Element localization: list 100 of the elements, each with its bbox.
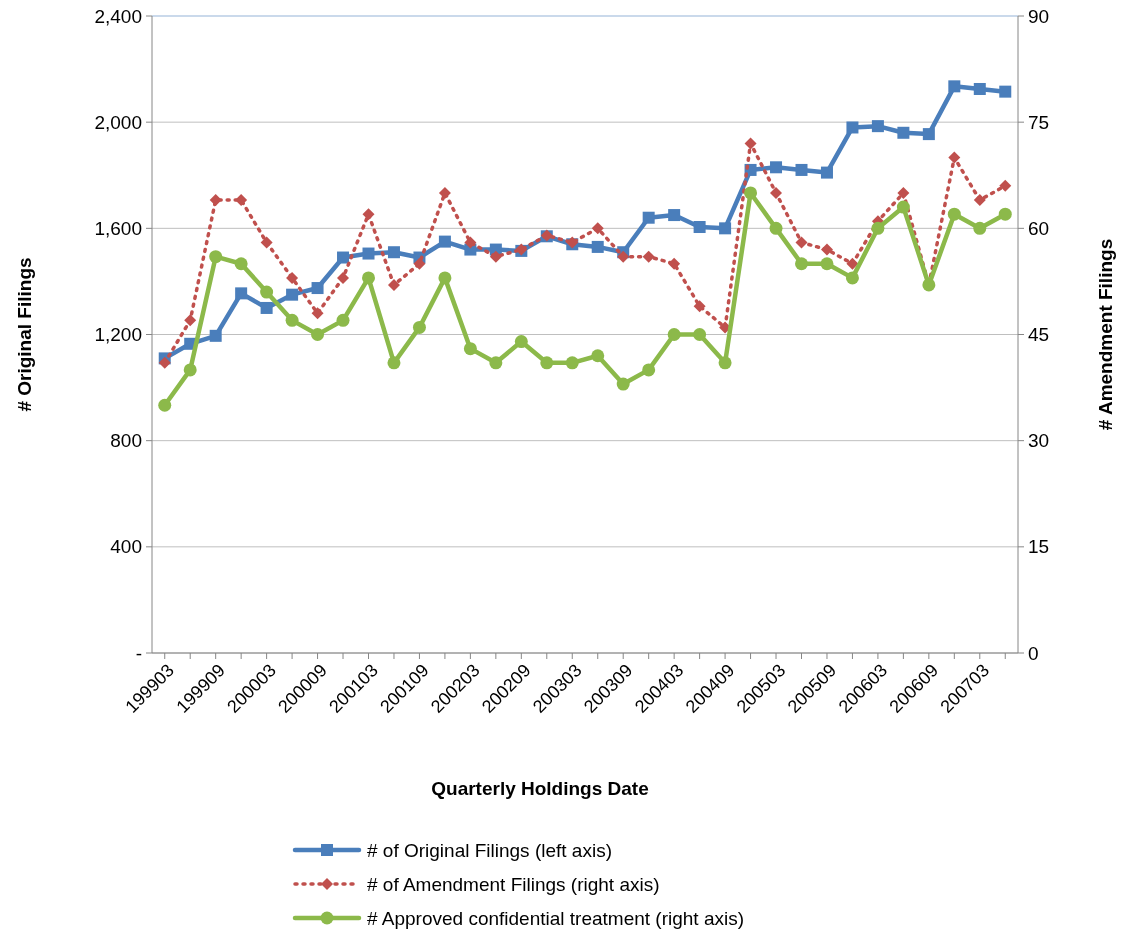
- point: [260, 285, 274, 299]
- point: [820, 166, 833, 179]
- point: [668, 257, 681, 270]
- point: [718, 356, 732, 370]
- point: [463, 342, 477, 356]
- point: [311, 328, 325, 341]
- y2-axis-title: # Amendment Filings: [1094, 238, 1116, 431]
- point: [744, 137, 757, 150]
- point: [209, 250, 223, 264]
- point: [897, 126, 910, 139]
- point: [973, 82, 986, 95]
- point: [999, 85, 1012, 98]
- point: [158, 356, 171, 369]
- point: [591, 222, 604, 235]
- point: [667, 328, 681, 341]
- point: [820, 257, 834, 271]
- point: [846, 121, 859, 134]
- point: [362, 247, 375, 260]
- y-tick-label: -: [135, 642, 142, 664]
- point: [438, 271, 452, 285]
- point: [719, 222, 732, 235]
- y2-tick-label: 90: [1028, 5, 1050, 27]
- point: [514, 335, 528, 349]
- point: [438, 186, 451, 199]
- y-tick-label: 400: [110, 536, 142, 558]
- point: [922, 128, 935, 141]
- point: [286, 288, 299, 301]
- point: [387, 278, 400, 291]
- point: [260, 301, 273, 314]
- point: [286, 271, 299, 284]
- point: [693, 328, 707, 341]
- y-axis-title: # Original Filings: [13, 257, 35, 412]
- point: [311, 307, 324, 320]
- point: [795, 236, 808, 249]
- point: [642, 250, 655, 263]
- legend-label: # of Original Filings (left axis): [367, 839, 612, 861]
- y-tick-label: 1,200: [94, 324, 142, 346]
- point: [565, 356, 579, 370]
- point: [770, 161, 783, 174]
- point: [897, 186, 910, 199]
- point: [362, 208, 375, 221]
- legend-label: # of Amendment Filings (right axis): [367, 873, 660, 895]
- point: [540, 356, 554, 370]
- y-tick-label: 2,400: [94, 5, 142, 27]
- y2-tick-label: 30: [1028, 430, 1050, 452]
- point: [693, 300, 706, 313]
- point: [234, 257, 248, 271]
- point: [387, 246, 400, 259]
- y-tick-label: 1,600: [94, 217, 142, 239]
- point: [184, 314, 197, 327]
- point: [337, 251, 350, 264]
- point: [591, 349, 605, 363]
- point: [642, 211, 655, 224]
- point: [947, 207, 961, 221]
- point: [337, 271, 350, 284]
- point: [617, 250, 630, 263]
- point: [387, 356, 401, 370]
- point: [260, 236, 273, 249]
- point: [235, 194, 248, 207]
- point: [209, 329, 222, 342]
- point: [183, 363, 197, 377]
- point: [489, 356, 503, 370]
- point: [642, 363, 656, 377]
- point: [769, 221, 783, 235]
- point: [846, 257, 859, 270]
- x-axis-title: Quarterly Holdings Date: [431, 778, 649, 799]
- point: [464, 236, 477, 249]
- point: [362, 271, 375, 285]
- point: [948, 80, 961, 93]
- point: [336, 313, 350, 327]
- y2-tick-label: 15: [1028, 536, 1050, 558]
- point: [973, 194, 986, 207]
- point: [489, 250, 502, 263]
- y2-tick-label: 0: [1028, 642, 1039, 664]
- y2-tick-label: 45: [1028, 324, 1050, 346]
- point: [668, 209, 681, 222]
- point: [158, 398, 172, 412]
- point: [795, 163, 808, 176]
- point: [235, 287, 248, 300]
- legend-label: # Approved confidential treatment (right axis): [367, 907, 745, 929]
- point: [998, 207, 1012, 221]
- point: [285, 313, 299, 327]
- point: [845, 271, 859, 285]
- point: [616, 377, 630, 391]
- y2-tick-label: 60: [1028, 217, 1050, 239]
- point: [999, 179, 1012, 192]
- point: [744, 186, 758, 200]
- point: [209, 194, 222, 207]
- point: [871, 221, 885, 235]
- point: [413, 257, 426, 270]
- point: [820, 243, 833, 256]
- y-tick-label: 2,000: [94, 111, 142, 133]
- y2-tick-label: 75: [1028, 111, 1050, 133]
- point: [948, 151, 961, 164]
- point: [438, 235, 451, 248]
- point: [896, 200, 910, 214]
- point: [693, 221, 706, 234]
- point: [871, 120, 884, 133]
- point: [311, 282, 324, 295]
- point: [591, 240, 604, 253]
